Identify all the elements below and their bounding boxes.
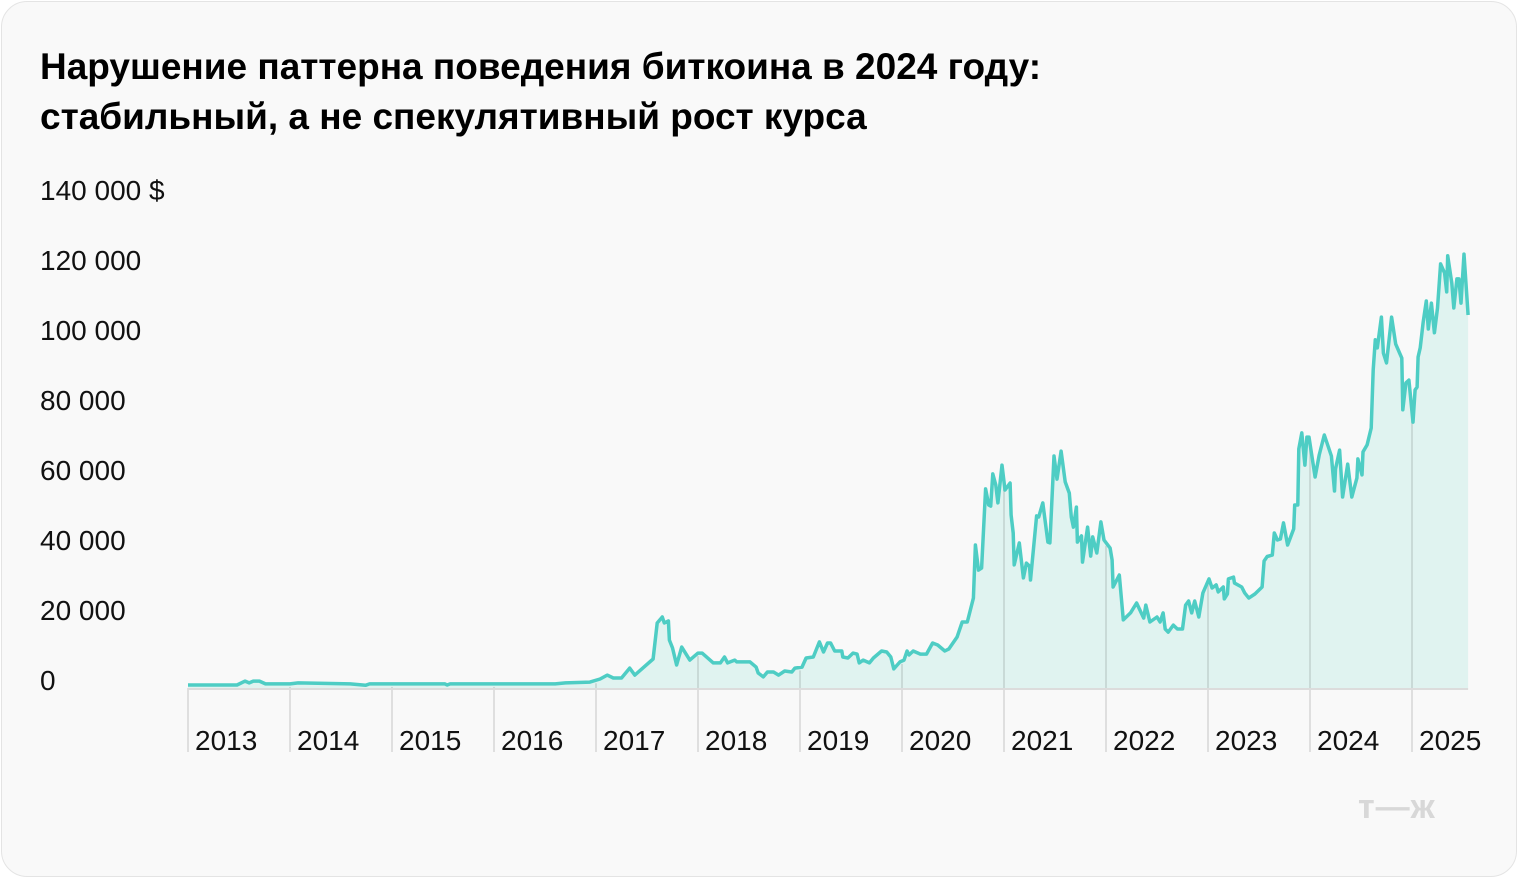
y-tick-label: 40 000: [40, 525, 126, 556]
x-tick-label: 2025: [1419, 725, 1481, 756]
y-tick-label: 80 000: [40, 385, 126, 416]
brand-logo: т—ж: [1358, 788, 1436, 826]
price-area-fill: [188, 254, 1469, 689]
chart-title: Нарушение паттерна поведения биткоина в …: [40, 42, 1440, 142]
x-tick-label: 2022: [1113, 725, 1175, 756]
x-tick-label: 2021: [1011, 725, 1073, 756]
x-tick-label: 2016: [501, 725, 563, 756]
price-line: [188, 252, 1470, 688]
x-tick-label: 2018: [705, 725, 767, 756]
chart-title-line-2: стабильный, а не спекулятивный рост курс…: [40, 96, 867, 137]
chart-title-line-1: Нарушение паттерна поведения биткоина в …: [40, 46, 1042, 87]
y-tick-label: 0: [40, 665, 56, 696]
y-tick-label: 100 000: [40, 315, 141, 346]
y-tick-label: 60 000: [40, 455, 126, 486]
x-tick-label: 2017: [603, 725, 665, 756]
x-tick-label: 2015: [399, 725, 461, 756]
x-tick-label: 2014: [297, 725, 359, 756]
y-tick-label: 20 000: [40, 595, 126, 626]
x-tick-label: 2019: [807, 725, 869, 756]
y-tick-label: 120 000: [40, 245, 141, 276]
x-tick-label: 2020: [909, 725, 971, 756]
x-tick-label: 2023: [1215, 725, 1277, 756]
x-tick-label: 2013: [195, 725, 257, 756]
y-tick-label: 140 000 $: [40, 175, 165, 206]
x-tick-label: 2024: [1317, 725, 1379, 756]
